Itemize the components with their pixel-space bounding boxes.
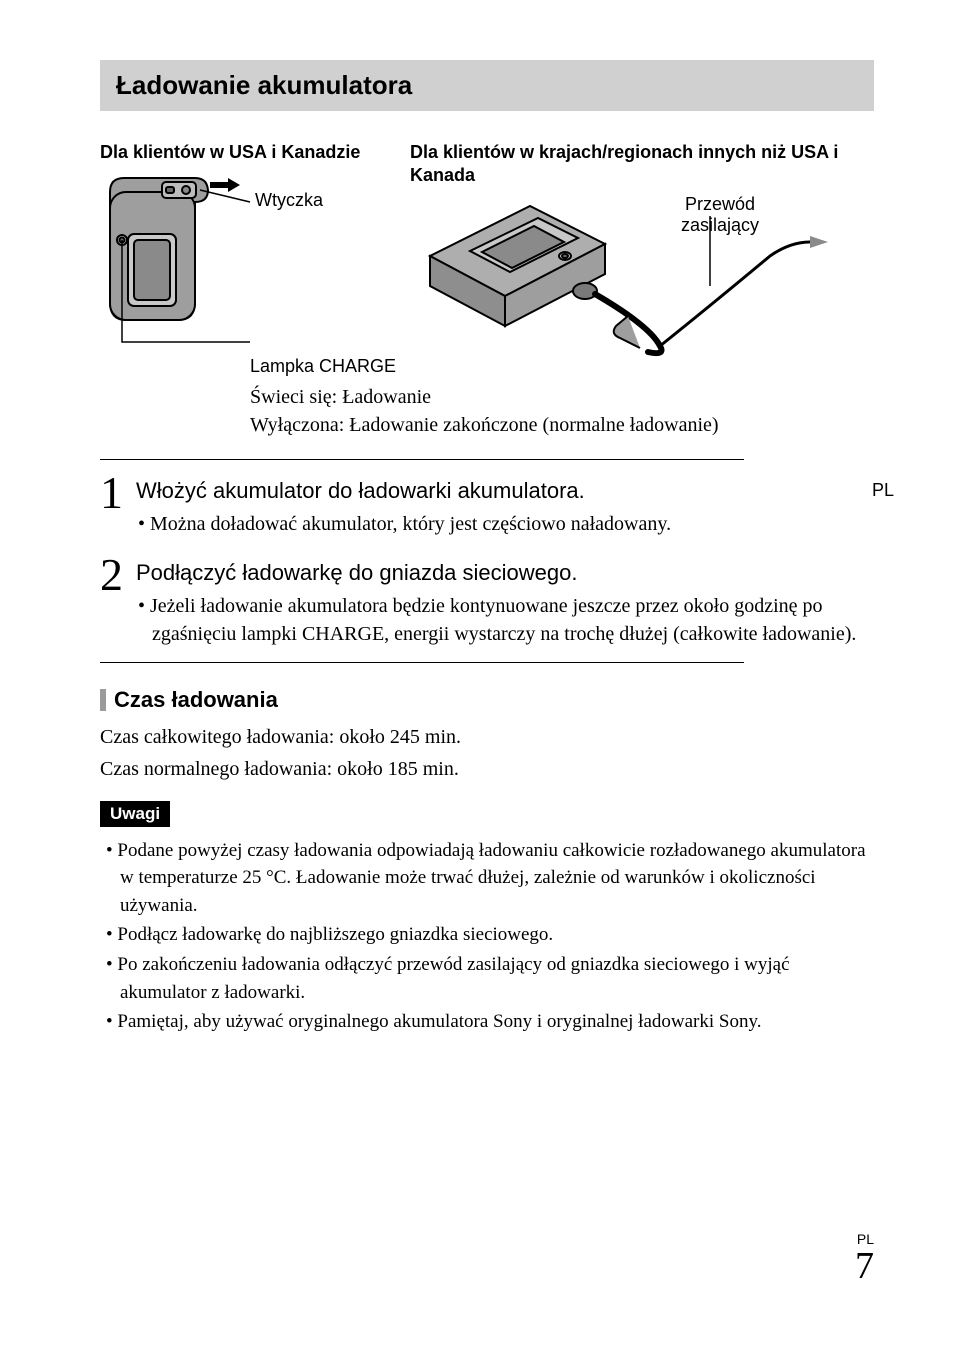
step-1: 1 Włożyć akumulator do ładowarki akumula…	[100, 470, 874, 538]
section-bar-icon	[100, 689, 106, 711]
diagram-usa-canada: Dla klientów w USA i Kanadzie	[100, 141, 390, 366]
arrow-icon	[810, 236, 828, 248]
charger-intl-icon	[410, 196, 850, 366]
charging-time-normal: Czas normalnego ładowania: około 185 min…	[100, 755, 874, 783]
note-item: • Podane powyżej czasy ładowania odpowia…	[100, 837, 874, 920]
callout-cord-line1: Przewód	[685, 194, 755, 214]
callout-cord-label: Przewód zasilający	[660, 194, 780, 236]
step-title: Włożyć akumulator do ładowarki akumulato…	[136, 478, 874, 504]
callout-plug-label: Wtyczka	[255, 190, 323, 211]
charging-time-full: Czas całkowitego ładowania: około 245 mi…	[100, 723, 874, 751]
title-bar: Ładowanie akumulatora	[100, 60, 874, 111]
page-title: Ładowanie akumulatora	[116, 70, 858, 101]
step-title: Podłączyć ładowarkę do gniazda siecioweg…	[136, 560, 874, 586]
page-footer: PL 7	[855, 1231, 874, 1285]
divider	[100, 459, 744, 460]
note-item: • Po zakończeniu ładowania odłączyć prze…	[100, 951, 874, 1006]
steps-list: 1 Włożyć akumulator do ładowarki akumula…	[100, 470, 874, 648]
notes-badge: Uwagi	[100, 801, 170, 827]
step-number: 2	[100, 552, 136, 598]
callout-lamp-line-icon	[120, 232, 380, 432]
step-bullet: • Jeżeli ładowanie akumulatora będzie ko…	[136, 592, 874, 648]
diagrams-row: Dla klientów w USA i Kanadzie	[100, 141, 874, 366]
step-2: 2 Podłączyć ładowarkę do gniazda sieciow…	[100, 552, 874, 648]
step-bullet: • Można doładować akumulator, który jest…	[136, 510, 874, 538]
note-item: • Pamiętaj, aby używać oryginalnego akum…	[100, 1008, 874, 1036]
divider	[100, 662, 744, 663]
diagram-other-regions: Dla klientów w krajach/regionach innych …	[410, 141, 874, 366]
diagram-left-heading: Dla klientów w USA i Kanadzie	[100, 141, 390, 164]
section-title: Czas ładowania	[114, 687, 278, 713]
note-item: • Podłącz ładowarkę do najbliższego gnia…	[100, 921, 874, 949]
step-number: 1	[100, 470, 136, 516]
side-lang-label: PL	[872, 480, 894, 501]
notes-list: • Podane powyżej czasy ładowania odpowia…	[100, 837, 874, 1036]
section-heading: Czas ładowania	[100, 687, 874, 713]
diagram-right-heading: Dla klientów w krajach/regionach innych …	[410, 141, 874, 188]
callout-cord-line2: zasilający	[681, 215, 759, 235]
footer-page-number: 7	[855, 1247, 874, 1285]
